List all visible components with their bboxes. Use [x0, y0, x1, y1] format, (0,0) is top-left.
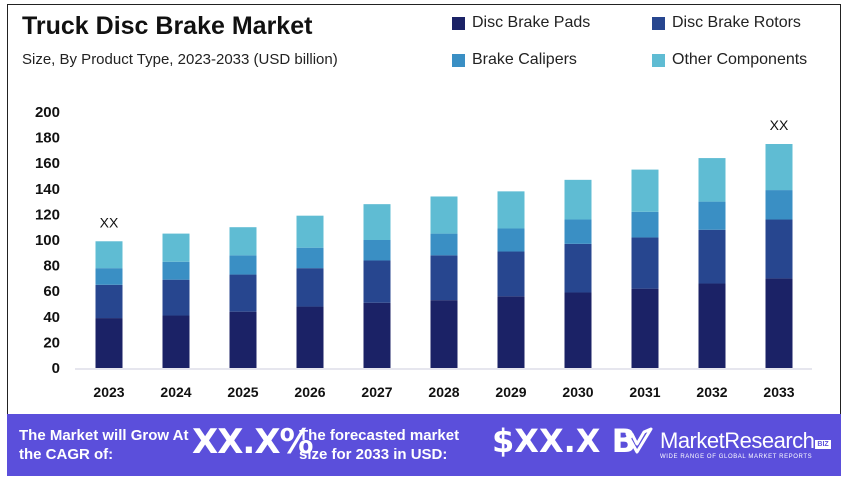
bar-segment [564, 292, 592, 368]
legend-label: Disc Brake Pads [472, 14, 591, 31]
bar-segment [564, 179, 592, 220]
chart-title: Truck Disc Brake Market [22, 12, 313, 40]
bar-segment [631, 237, 659, 289]
bar-segment [95, 268, 123, 285]
legend-label: Brake Calipers [472, 51, 577, 68]
cagr-label: The Market will Grow At the CAGR of: [19, 427, 189, 463]
y-tick-label: 120 [35, 206, 60, 223]
x-tick-label: 2030 [562, 384, 593, 400]
info-banner: The Market will Grow At the CAGR of: XX.… [7, 414, 841, 476]
forecast-label: The forecasted market size for 2033 in U… [299, 427, 460, 463]
x-tick-label: 2033 [763, 384, 794, 400]
chart-frame [7, 4, 841, 414]
legend-label: Other Components [672, 51, 808, 68]
bar-segment [765, 144, 793, 191]
x-tick-label: 2024 [160, 384, 191, 400]
bar-segment [229, 274, 257, 312]
bar-segment [564, 243, 592, 293]
y-tick-label: 80 [43, 258, 60, 275]
legend-swatch [652, 53, 665, 67]
bar-segment [430, 233, 458, 256]
x-tick-label: 2032 [696, 384, 727, 400]
legend-item: Disc Brake Pads [452, 14, 590, 32]
legend-swatch [452, 53, 465, 67]
bar-segment [296, 268, 324, 307]
y-tick-label: 60 [43, 283, 60, 300]
x-tick-label: 2027 [361, 384, 392, 400]
bar-segment [698, 158, 726, 202]
bar-segment [430, 300, 458, 368]
brand-tagline: WIDE RANGE OF GLOBAL MARKET REPORTS [660, 454, 813, 460]
bar-segment [229, 311, 257, 368]
bar-segment [363, 302, 391, 368]
bar-segment [363, 240, 391, 261]
bar-segment [296, 247, 324, 269]
bar-segment [162, 261, 190, 280]
bar-segment [497, 296, 525, 368]
bar-segment [765, 219, 793, 279]
y-tick-label: 180 [35, 130, 60, 147]
legend-label: Disc Brake Rotors [672, 14, 801, 31]
brand-badge: BIZ [815, 439, 831, 449]
bar-segment [698, 201, 726, 230]
bar-segment [631, 211, 659, 238]
cagr-value: XX.X% [192, 422, 314, 462]
x-tick-label: 2028 [428, 384, 459, 400]
bar-annotation: XX [770, 117, 789, 133]
bar-segment [765, 190, 793, 220]
legend-item: Brake Calipers [452, 51, 577, 69]
chart-subtitle: Size, By Product Type, 2023-2033 (USD bi… [22, 51, 338, 68]
bar-annotation: XX [100, 214, 119, 230]
y-tick-label: 40 [43, 309, 60, 326]
y-tick-label: 140 [35, 181, 60, 198]
bar-segment [497, 228, 525, 252]
bar-segment [95, 241, 123, 269]
y-tick-label: 100 [35, 232, 60, 249]
x-tick-label: 2029 [495, 384, 526, 400]
y-tick-label: 160 [35, 155, 60, 172]
y-tick-label: 200 [35, 104, 60, 121]
brand-check-icon [625, 427, 653, 454]
legend-item: Disc Brake Rotors [652, 14, 801, 32]
bar-segment [162, 279, 190, 316]
bar-segment [162, 233, 190, 262]
bar-segment [765, 278, 793, 368]
bar-segment [95, 318, 123, 368]
x-tick-label: 2031 [629, 384, 660, 400]
x-tick-label: 2023 [93, 384, 124, 400]
x-tick-label: 2026 [294, 384, 325, 400]
bar-segment [363, 260, 391, 303]
bar-segment [631, 169, 659, 212]
bar-segment [698, 229, 726, 284]
bar-segment [95, 284, 123, 319]
bar-segment [229, 227, 257, 256]
bar-segment [430, 196, 458, 234]
bar-segment [162, 315, 190, 368]
y-tick-label: 0 [52, 360, 60, 377]
bar-segment [497, 191, 525, 229]
bar-segment [430, 255, 458, 301]
brand-name: MarketResearch [660, 428, 815, 453]
legend-swatch [452, 16, 465, 30]
bar-segment [363, 204, 391, 240]
bar-segment [564, 219, 592, 244]
chart-plot: 0 20 40 60 80 100 120 140 160 180 200 2023 XX 2024 202… [35, 104, 812, 400]
brand-logo: MarketResearch BIZ WIDE RANGE OF GLOBAL … [624, 426, 831, 460]
bar-segment [497, 251, 525, 297]
bar-segment [698, 283, 726, 368]
bar-segment [631, 288, 659, 368]
forecast-value: $XX.X B [492, 422, 636, 460]
legend-item: Other Components [652, 51, 807, 69]
bar-segment [296, 306, 324, 368]
bar-segment [296, 215, 324, 248]
legend-swatch [652, 16, 665, 30]
x-tick-label: 2025 [227, 384, 258, 400]
y-tick-label: 20 [43, 334, 60, 351]
bar-segment [229, 255, 257, 275]
